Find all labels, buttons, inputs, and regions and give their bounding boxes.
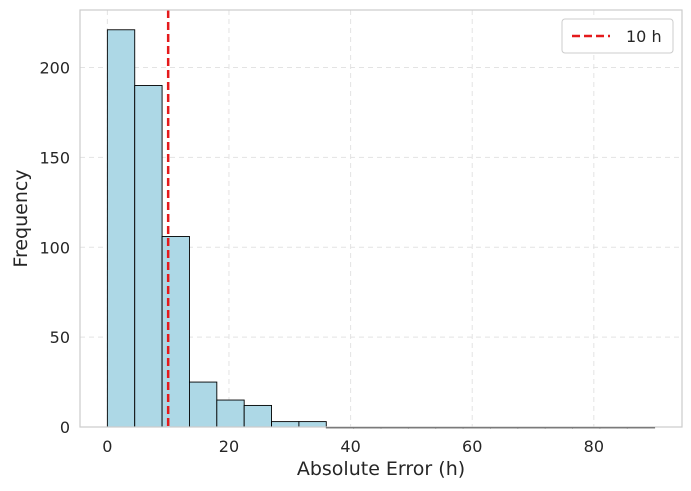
histogram-bar xyxy=(189,381,218,428)
legend-entry-label: 10 h xyxy=(626,27,662,46)
y-tick-label: 50 xyxy=(50,328,70,347)
x-tick-label: 80 xyxy=(584,437,604,456)
y-tick-label: 150 xyxy=(39,148,70,167)
legend: 10 h xyxy=(561,18,674,54)
legend-box xyxy=(561,18,674,54)
x-tick-label: 0 xyxy=(102,437,112,456)
y-tick-label: 200 xyxy=(39,59,70,78)
y-axis-ticks: 0 50 100 150 200 xyxy=(39,59,70,437)
y-tick-label: 0 xyxy=(60,418,70,437)
x-tick-label: 60 xyxy=(462,437,482,456)
y-axis-label: Frequency xyxy=(10,169,32,267)
histogram-bar xyxy=(161,236,190,428)
y-tick-label: 100 xyxy=(39,238,70,257)
x-axis-label: Absolute Error (h) xyxy=(297,458,465,480)
plot-frame xyxy=(79,9,683,428)
histogram-bar xyxy=(243,404,272,428)
x-tick-label: 20 xyxy=(219,437,239,456)
histogram-bar xyxy=(134,85,163,428)
histogram-bar xyxy=(271,421,300,428)
histogram-bar xyxy=(298,421,327,428)
histogram-bar xyxy=(106,29,136,428)
x-axis-ticks: 0 20 40 60 80 xyxy=(102,437,604,456)
histogram-bars xyxy=(106,29,656,429)
histogram-bar xyxy=(216,399,245,428)
x-tick-label: 40 xyxy=(340,437,360,456)
